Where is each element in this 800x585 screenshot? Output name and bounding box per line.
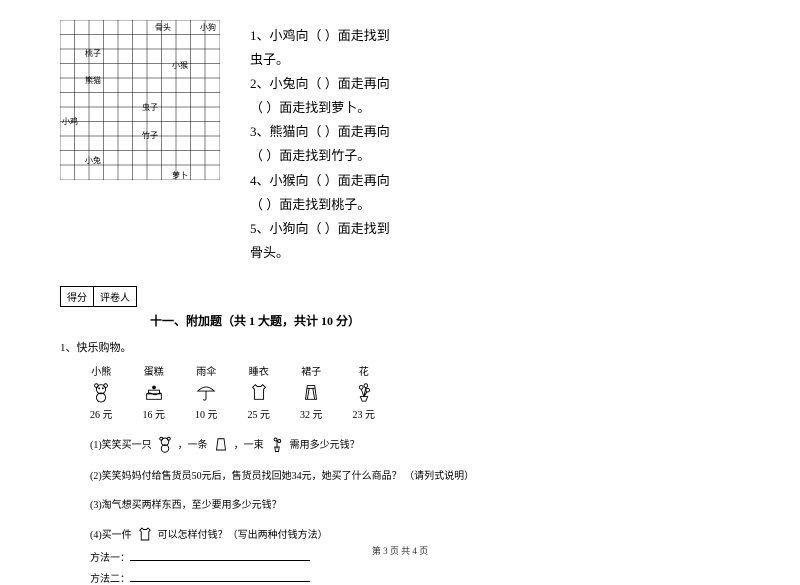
question-text: 3、熊猫向（ ）面走再向 xyxy=(250,121,740,143)
sub-text: 可以怎样付钱？（写出两种付钱方法） xyxy=(158,526,328,541)
grid-label: 小狗 xyxy=(200,22,216,33)
skirt-icon xyxy=(212,435,230,453)
umbrella-icon xyxy=(195,381,217,403)
grid-label: 熊猫 xyxy=(85,75,101,86)
item-price: 26 元 xyxy=(90,406,113,421)
sub-text: (4)买一件 xyxy=(90,526,132,541)
sub-question-3: (3)淘气想买两样东西，至少要用多少元钱？ xyxy=(90,496,740,511)
grid-label: 桃子 xyxy=(85,48,101,59)
method-label: 方法二： xyxy=(90,574,130,585)
item-price: 32 元 xyxy=(300,406,323,421)
grid-label: 骨头 xyxy=(155,22,171,33)
bear-icon xyxy=(90,381,112,403)
sub-question-4: (4)买一件 可以怎样付钱？（写出两种付钱方法） xyxy=(90,525,740,543)
question-text: 虫子。 xyxy=(250,49,740,71)
grid-figure: 骨头 小狗 桃子 小猴 熊猫 虫子 小鸡 竹子 小兔 萝卜 xyxy=(60,20,220,180)
answer-method-2: 方法二： xyxy=(90,570,740,585)
item-bear: 小熊 26 元 xyxy=(90,363,113,421)
direction-questions: 1、小鸡向（ ）面走找到 虫子。 2、小兔向（ ）面走再向 （ ）面走找到萝卜。… xyxy=(250,20,740,266)
item-name: 小熊 xyxy=(91,363,111,378)
score-cell: 得分 xyxy=(60,286,94,307)
question-text: （ ）面走找到竹子。 xyxy=(250,145,740,167)
question-text: 4、小猴向（ ）面走再向 xyxy=(250,170,740,192)
item-price: 10 元 xyxy=(195,406,218,421)
sub-text: 需用多少元钱？ xyxy=(290,436,360,451)
sub-text: ，一束 xyxy=(234,436,264,451)
grid-label: 小兔 xyxy=(85,155,101,166)
page-footer: 第 3 页 共 4 页 xyxy=(0,544,800,557)
grid-label: 竹子 xyxy=(142,130,158,141)
skirt-icon xyxy=(300,381,322,403)
item-name: 蛋糕 xyxy=(144,363,164,378)
score-cell: 评卷人 xyxy=(94,286,137,307)
flower-icon xyxy=(268,435,286,453)
item-pajamas: 睡衣 25 元 xyxy=(248,363,271,421)
item-name: 睡衣 xyxy=(249,363,269,378)
question-text: （ ）面走找到萝卜。 xyxy=(250,97,740,119)
item-name: 裙子 xyxy=(301,363,321,378)
question-title: 1、快乐购物。 xyxy=(60,339,740,355)
question-text: 5、小狗向（ ）面走找到 xyxy=(250,218,740,240)
grid-label: 小鸡 xyxy=(62,116,78,127)
item-name: 雨伞 xyxy=(196,363,216,378)
item-cake: 蛋糕 16 元 xyxy=(143,363,166,421)
question-text: 骨头。 xyxy=(250,242,740,264)
cake-icon xyxy=(143,381,165,403)
score-box: 得分 评卷人 xyxy=(60,286,740,307)
item-price: 25 元 xyxy=(248,406,271,421)
shopping-items: 小熊 26 元 蛋糕 16 元 雨伞 10 元 睡衣 25 元 裙子 32 元 … xyxy=(90,363,740,421)
grid-label: 虫子 xyxy=(142,102,158,113)
sub-text: (1)笑笑买一只 xyxy=(90,436,152,451)
item-name: 花 xyxy=(359,363,369,378)
question-text: （ ）面走找到桃子。 xyxy=(250,194,740,216)
grid-label: 小猴 xyxy=(172,60,188,71)
sub-question-2: (2)笑笑妈妈付给售货员50元后，售货员找回她34元，她买了什么商品？ （请列式… xyxy=(90,467,740,482)
sub-text: ，一条 xyxy=(178,436,208,451)
question-text: 2、小兔向（ ）面走再向 xyxy=(250,73,740,95)
bear-icon xyxy=(156,435,174,453)
item-price: 16 元 xyxy=(143,406,166,421)
section-title: 十一、附加题（共 1 大题，共计 10 分） xyxy=(150,312,740,329)
item-skirt: 裙子 32 元 xyxy=(300,363,323,421)
top-section: 骨头 小狗 桃子 小猴 熊猫 虫子 小鸡 竹子 小兔 萝卜 1、小鸡向（ ）面走… xyxy=(60,20,740,266)
sub-question-1: (1)笑笑买一只 ，一条 ，一束 需用多少元钱？ xyxy=(90,435,740,453)
pajamas-icon xyxy=(248,381,270,403)
underline xyxy=(130,571,310,582)
grid-label: 萝卜 xyxy=(172,170,188,181)
item-flower: 花 23 元 xyxy=(353,363,376,421)
pajamas-icon xyxy=(136,525,154,543)
flower-icon xyxy=(353,381,375,403)
grid-svg xyxy=(60,20,220,180)
item-umbrella: 雨伞 10 元 xyxy=(195,363,218,421)
question-text: 1、小鸡向（ ）面走找到 xyxy=(250,25,740,47)
item-price: 23 元 xyxy=(353,406,376,421)
